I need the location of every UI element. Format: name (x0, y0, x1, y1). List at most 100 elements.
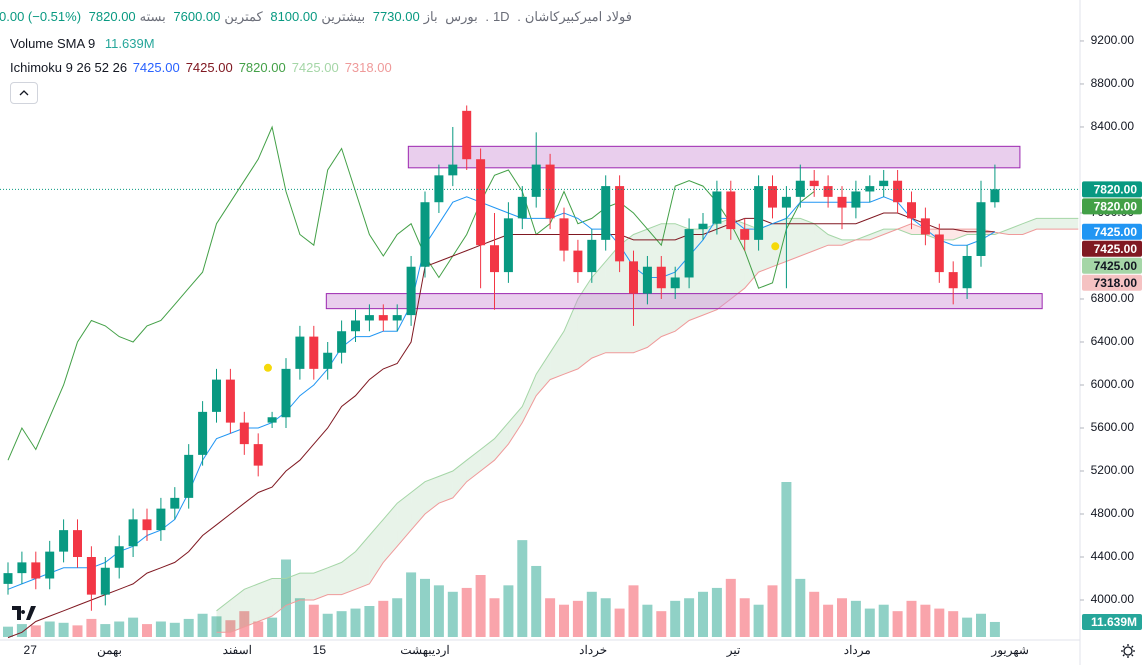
price-label-bg (1082, 181, 1142, 198)
candle-body (295, 336, 305, 369)
volume-bar (239, 611, 250, 637)
zone (407, 145, 1021, 169)
volume-bar (183, 618, 194, 637)
x-tick-label: اسفند (223, 643, 252, 657)
candle-body (754, 186, 764, 240)
price-label: 7425.00 (1094, 242, 1138, 256)
cloud-fill (327, 562, 342, 595)
chevron-icon (19, 90, 29, 96)
candle-body (545, 164, 555, 219)
zone (325, 293, 1043, 310)
cloud-fill (522, 374, 537, 423)
candle-body (351, 320, 360, 332)
volume-bar (322, 613, 333, 637)
volume-bar (670, 600, 681, 637)
volume-bar (461, 587, 472, 637)
volume-bar (920, 604, 931, 637)
volume-bar (698, 591, 708, 637)
interval: 1D (492, 9, 510, 24)
volume-bar (586, 591, 597, 637)
ichimoku-legend: Ichimoku 9 26 52 26 7425.00 7425.00 7820.0… (10, 60, 398, 75)
cloud-fill (272, 578, 286, 617)
legend-value: 11.639M (104, 36, 155, 51)
volume-bar (809, 591, 820, 637)
dot: . (485, 9, 489, 24)
cloud-fill (716, 218, 731, 310)
volume-bar (725, 578, 736, 637)
y-tick-label: 8800.00 (1091, 76, 1135, 90)
stat-label: بسته (139, 9, 166, 24)
x-tick-label: اردیبهشت (400, 643, 449, 657)
volume-bar (864, 608, 875, 637)
candle-body (17, 562, 27, 574)
volume-bar (72, 625, 83, 637)
candle-body (629, 261, 638, 294)
candle-body (893, 180, 903, 203)
volume-bar (142, 624, 152, 637)
x-tick-label: 27 (24, 643, 38, 657)
volume-bar (878, 604, 889, 637)
volume-bar (572, 600, 583, 637)
cloud-fill (869, 229, 884, 240)
candle-body (712, 191, 722, 224)
x-tick-label: تیر (726, 643, 741, 657)
candle-body (281, 368, 291, 418)
candle-body (476, 159, 486, 246)
volume-bar (600, 598, 611, 637)
candle-body (781, 196, 791, 208)
legend-name: Volume SMA 9 (10, 36, 96, 51)
volume-bar (30, 625, 41, 637)
candle-body (503, 218, 513, 273)
volume-bar (642, 604, 653, 637)
volume-bar (948, 611, 959, 637)
gear-ring (1123, 646, 1133, 656)
volume-bar (976, 613, 986, 637)
volume-bar (433, 585, 444, 637)
price-label-bg (1082, 198, 1142, 215)
candle-body (559, 218, 569, 251)
gear-teeth (1121, 644, 1135, 658)
candle-body (684, 229, 694, 278)
cloud-fill (1036, 218, 1051, 230)
volume-bar (559, 604, 569, 637)
collapse-button[interactable] (10, 82, 38, 104)
candle-body (3, 573, 13, 584)
price-label-bg (1082, 223, 1142, 240)
volume-bar (100, 624, 111, 637)
cloud-fill (786, 218, 801, 262)
candle-body (573, 250, 583, 273)
candle-body (920, 218, 930, 235)
volume-bar (823, 604, 834, 637)
cloud-fill (286, 573, 300, 606)
cloud-fill (383, 503, 398, 563)
volume-bar (892, 611, 903, 637)
y-tick-label: 6800.00 (1091, 291, 1135, 305)
tv-logo (12, 606, 36, 620)
volume-bar (795, 578, 806, 637)
y-tick-label: 6400.00 (1091, 334, 1135, 348)
candle-body (642, 266, 652, 294)
volume-bar (364, 606, 375, 637)
candle-body (795, 180, 805, 197)
volume-bar (739, 598, 750, 637)
candle-body (59, 530, 69, 552)
cloud-fill (494, 422, 509, 461)
candle-body (406, 266, 416, 316)
cloud-fill (313, 567, 328, 601)
candle-body (309, 336, 319, 369)
volume-bar (781, 482, 792, 637)
cloud-fill (814, 223, 829, 251)
legend-value: 7425.00 (291, 60, 339, 75)
candle-body (323, 352, 333, 369)
candle-body (601, 186, 611, 240)
stat-value: 7600.00 (173, 9, 221, 24)
candle-body (809, 180, 819, 187)
cloud-fill (411, 481, 425, 531)
volume-bar (489, 598, 500, 637)
candle-body (184, 454, 194, 498)
volume-bar (545, 598, 556, 637)
cloud-fill (1008, 223, 1023, 235)
volume-bar (155, 621, 166, 637)
cloud-fill (397, 492, 412, 547)
candle-body (212, 379, 221, 412)
